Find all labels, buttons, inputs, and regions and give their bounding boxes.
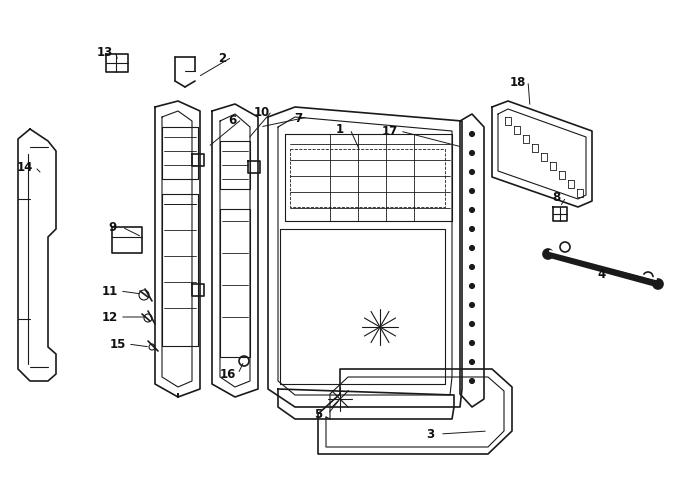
Circle shape xyxy=(543,249,553,259)
Circle shape xyxy=(469,360,475,365)
Circle shape xyxy=(469,227,475,232)
Circle shape xyxy=(469,341,475,346)
Text: 17: 17 xyxy=(382,125,398,138)
Text: 7: 7 xyxy=(294,111,302,124)
Text: 15: 15 xyxy=(109,338,126,351)
Text: 18: 18 xyxy=(510,76,526,88)
Circle shape xyxy=(469,151,475,156)
Circle shape xyxy=(469,265,475,270)
Circle shape xyxy=(469,378,475,384)
Text: 16: 16 xyxy=(220,368,236,381)
Text: 6: 6 xyxy=(228,113,236,126)
Circle shape xyxy=(469,208,475,213)
Text: 12: 12 xyxy=(102,311,118,324)
Circle shape xyxy=(469,189,475,194)
Text: 13: 13 xyxy=(97,45,113,59)
Circle shape xyxy=(469,303,475,308)
Text: 14: 14 xyxy=(17,161,33,174)
Circle shape xyxy=(469,246,475,251)
Text: 5: 5 xyxy=(314,408,322,421)
Circle shape xyxy=(653,279,663,289)
Text: 3: 3 xyxy=(426,428,434,440)
Text: 11: 11 xyxy=(102,285,118,298)
Text: 8: 8 xyxy=(552,191,560,204)
Circle shape xyxy=(469,284,475,289)
Circle shape xyxy=(469,132,475,137)
Text: 4: 4 xyxy=(598,268,606,281)
Circle shape xyxy=(469,322,475,327)
Text: 2: 2 xyxy=(218,51,226,64)
Text: 9: 9 xyxy=(108,221,116,234)
Text: 1: 1 xyxy=(336,123,344,136)
Circle shape xyxy=(469,170,475,175)
Text: 10: 10 xyxy=(254,106,270,118)
